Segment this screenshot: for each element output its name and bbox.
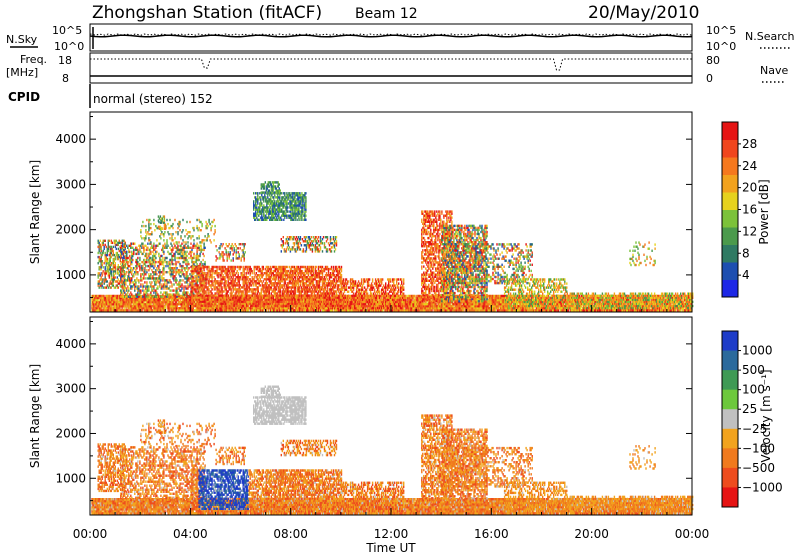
power-cell: [111, 272, 112, 274]
nsearch-tick-top: 10^5: [706, 24, 736, 37]
power-cell: [105, 252, 106, 254]
power-cell: [248, 309, 249, 311]
power-cell: [101, 266, 102, 268]
nsky-tick-top: 10^5: [52, 24, 82, 37]
power-cell: [102, 282, 103, 284]
date-label: 20/May/2010: [588, 3, 700, 23]
power-cell: [102, 260, 103, 262]
power-cell: [268, 309, 269, 311]
nave-tick-top: 80: [706, 54, 720, 67]
power-cell: [105, 240, 106, 242]
power-cell: [214, 309, 215, 311]
power-cell: [287, 309, 288, 311]
power-cell: [102, 254, 103, 256]
power-cell: [263, 309, 264, 311]
freq-unit: [MHz]: [6, 66, 38, 79]
power-cell: [115, 266, 116, 268]
power-cell: [104, 282, 105, 284]
nave-tick-bottom: 0: [706, 72, 713, 85]
nsky-label: N.Sky: [6, 33, 38, 46]
power-cell: [169, 309, 170, 311]
power-cell: [103, 270, 104, 272]
freq-tick-bottom: 8: [62, 72, 69, 85]
power-cell: [103, 250, 104, 252]
power-cell: [680, 309, 681, 311]
power-cell: [103, 266, 104, 268]
power-cell: [568, 309, 569, 311]
nsearch-tick-bottom: 10^0: [706, 40, 736, 53]
freq-strip: Freq. [MHz] 18 8 80 0 Nave: [6, 53, 788, 85]
power-cell: [113, 282, 114, 284]
power-cell: [463, 309, 464, 311]
power-cell: [320, 309, 321, 311]
nsky-strip: N.Sky 10^5 10^0 10^5 10^0 N.Search: [6, 24, 795, 53]
cpid-row: CPID normal (stereo) 152: [8, 84, 213, 108]
cpid-label: CPID: [8, 90, 40, 104]
nave-label: Nave: [760, 64, 788, 77]
power-cell: [109, 240, 110, 242]
power-cell: [106, 272, 107, 274]
power-cell: [115, 262, 116, 264]
nsky-trace: [90, 35, 692, 37]
power-cell: [115, 272, 116, 274]
nsearch-label: N.Search: [745, 30, 795, 43]
power-cell: [176, 309, 177, 311]
power-cell: [558, 309, 559, 311]
nsky-tick-bottom: 10^0: [54, 40, 84, 53]
power-cell: [98, 276, 99, 278]
power-cell: [127, 309, 128, 311]
power-cell: [495, 309, 496, 311]
power-cell: [108, 250, 109, 252]
power-cell: [102, 272, 103, 274]
power-cell: [109, 276, 110, 278]
beam-label: Beam 12: [355, 6, 418, 22]
power-cell: [115, 276, 116, 278]
power-cell: [332, 309, 333, 311]
freq-tick-top: 18: [58, 54, 72, 67]
power-cell: [675, 309, 676, 311]
nsearch-trace: [90, 34, 692, 35]
power-cell: [100, 240, 101, 242]
power-cell: [113, 246, 114, 248]
cpid-value: normal (stereo) 152: [93, 92, 213, 106]
freq-label: Freq.: [20, 53, 47, 66]
station-title: Zhongshan Station (fitACF): [92, 3, 322, 23]
power-cell: [431, 309, 432, 311]
power-cell: [107, 254, 108, 256]
power-cell: [141, 309, 142, 311]
power-cell: [382, 309, 383, 311]
power-cell: [105, 266, 106, 268]
power-cell: [205, 309, 206, 311]
power-cell: [112, 242, 113, 244]
power-cell: [107, 258, 108, 260]
nave-trace: [90, 59, 692, 70]
power-cell: [113, 250, 114, 252]
power-cell: [107, 280, 108, 282]
